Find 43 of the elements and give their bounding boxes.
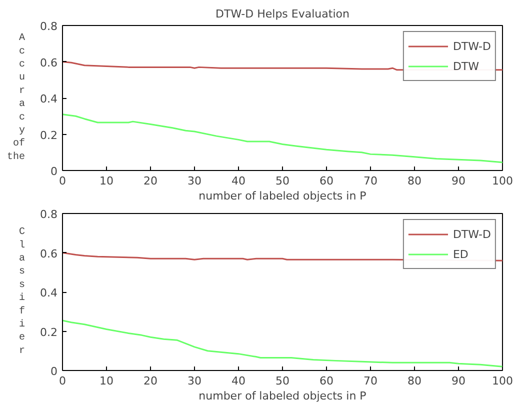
legend-label: DTW-D [452, 227, 491, 241]
text: Accuracy of the [7, 33, 26, 163]
x-tick-label: 90 [452, 374, 466, 388]
x-tick-label: 50 [276, 174, 290, 188]
x-tick-label: 20 [144, 374, 158, 388]
line-series [62, 114, 502, 164]
x-tick-label: 30 [188, 374, 202, 388]
y-tick-label: 0 [50, 365, 58, 378]
x-tick-label: 100 [492, 174, 513, 188]
legend-label: DTW [452, 59, 480, 73]
x-tick-label: 80 [408, 174, 422, 188]
x-tick-label: 90 [452, 174, 466, 188]
x-tick-label: 30 [188, 174, 202, 188]
x-axis-title: number of labeled objects in P [198, 190, 367, 202]
y-tick-label: 0.6 [40, 247, 58, 260]
x-tick-label: 40 [232, 174, 246, 188]
x-tick-label: 70 [364, 174, 378, 188]
y-tick-label: 0.4 [40, 286, 58, 300]
x-tick-label: 50 [276, 374, 290, 388]
x-tick-label: 0 [59, 174, 66, 188]
legend-label: ED [452, 247, 470, 261]
x-tick-label: 0 [59, 374, 66, 388]
text: Classifier [19, 227, 26, 357]
y-tick-label: 0.8 [40, 208, 58, 221]
line-series [62, 320, 502, 368]
y-tick-label: 0.2 [40, 326, 58, 339]
x-tick-label: 60 [320, 174, 334, 188]
y-tick-label: 0 [50, 165, 58, 178]
x-tick-label: 80 [408, 374, 422, 388]
x-tick-label: 40 [232, 374, 246, 388]
x-tick-label: 70 [364, 374, 378, 388]
y-tick-label: 0.6 [40, 56, 58, 70]
chart-title: DTW-D Helps Evaluation [216, 8, 350, 20]
x-axis-title: number of labeled objects in P [198, 390, 367, 402]
x-tick-label: 20 [144, 174, 158, 188]
y-tick-label: 0.8 [40, 20, 58, 33]
x-tick-label: 60 [320, 374, 334, 388]
y-tick-label: 0.4 [40, 92, 58, 106]
legend-label: DTW-D [452, 39, 491, 53]
x-tick-label: 10 [100, 174, 114, 188]
x-tick-label: 10 [100, 374, 114, 388]
x-tick-label: 100 [492, 374, 513, 388]
y-tick-label: 0.2 [40, 128, 58, 142]
